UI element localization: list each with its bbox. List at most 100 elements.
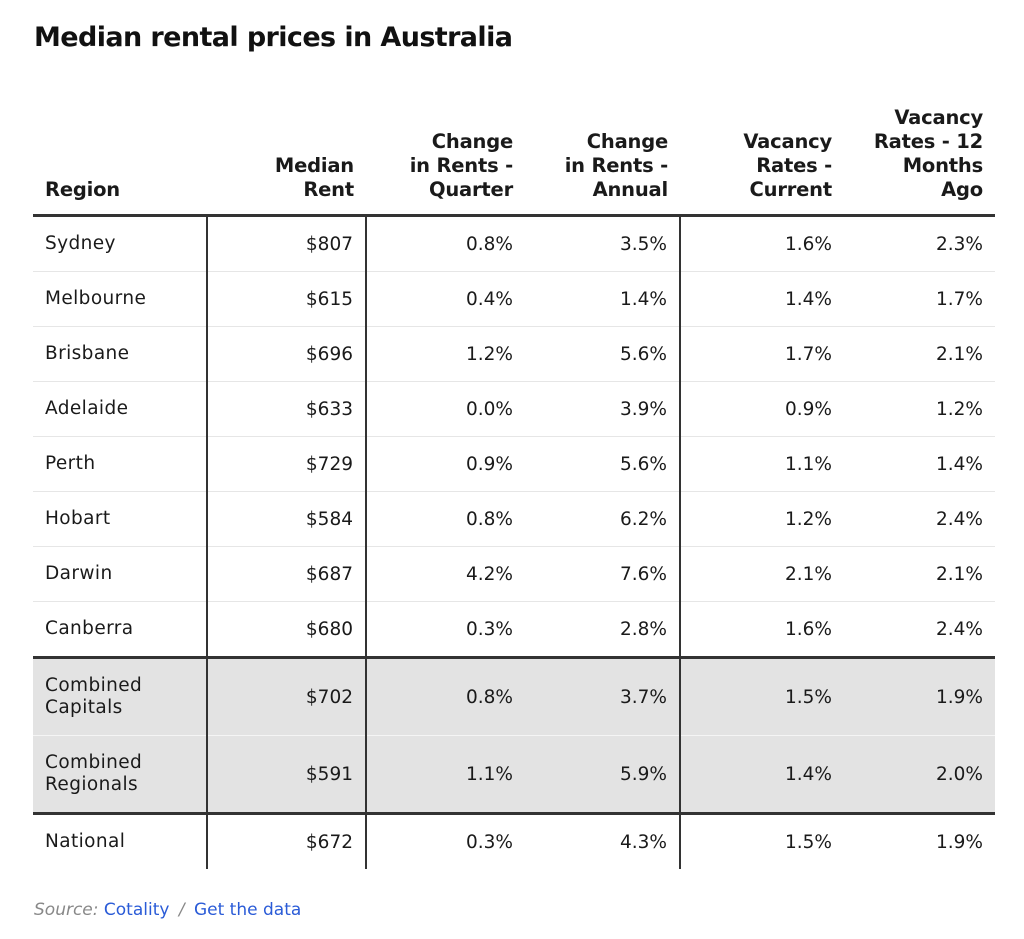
source-link[interactable]: Cotality xyxy=(103,900,170,920)
cell-change-quarter: 4.2% xyxy=(365,546,525,602)
region-name-line: Canberra xyxy=(45,618,134,639)
column-header-vacancy-current: Vacancy Rates - Current xyxy=(680,102,844,216)
cell-vacancy-12m: 2.3% xyxy=(844,215,995,272)
cell-vacancy-current: 0.9% xyxy=(679,381,844,437)
column-header-line: Annual xyxy=(592,178,669,201)
cell-median-rent: $807 xyxy=(206,215,366,272)
cell-vacancy-current: 1.2% xyxy=(679,491,844,547)
cell-vacancy-12m: 1.9% xyxy=(936,831,983,853)
cell-change-annual: 6.2% xyxy=(525,491,680,547)
cell-region: Combined Capitals xyxy=(33,656,207,736)
cell-median-rent: $584 xyxy=(206,491,366,547)
cell-vacancy-12m: 1.4% xyxy=(844,436,995,492)
cell-median-rent: $702 xyxy=(206,656,366,736)
cell-region: Darwin xyxy=(33,546,207,602)
cell-vacancy-12m: 2.1% xyxy=(844,546,995,602)
region-name-line: Brisbane xyxy=(45,343,130,364)
region-name-line: Regionals xyxy=(45,774,139,795)
column-header-line: Current xyxy=(749,178,833,201)
table-row: Perth $729 0.9% 5.6% 1.1% 1.4% xyxy=(33,436,995,492)
source-label: Source: xyxy=(34,900,99,920)
cell-median-rent: $672 xyxy=(206,813,366,869)
cell-region: Hobart xyxy=(33,491,207,547)
column-header-line: Quarter xyxy=(429,178,513,201)
cell-change-quarter: 0.9% xyxy=(365,436,525,492)
cell-vacancy-current: 1.4% xyxy=(679,271,844,327)
table-row: Combined Capitals $702 0.8% 3.7% 1.5% 1.9% xyxy=(33,656,995,736)
cell-vacancy-12m: 2.4% xyxy=(844,491,995,547)
cell-change-quarter: 1.2% xyxy=(365,326,525,382)
cell-vacancy-current: 1.5% xyxy=(679,656,844,736)
cell-change-annual: 1.4% xyxy=(525,271,680,327)
column-header-line: Vacancy xyxy=(894,106,983,129)
region-name-line: Hobart xyxy=(45,508,111,529)
table-row: Hobart $584 0.8% 6.2% 1.2% 2.4% xyxy=(33,491,995,547)
cell-median-rent: $591 xyxy=(206,735,366,815)
cell-change-quarter: 0.4% xyxy=(365,271,525,327)
column-header-change-annual: Change in Rents - Annual xyxy=(525,102,680,216)
column-header-line: Ago xyxy=(941,178,983,201)
cell-vacancy-12m: 1.7% xyxy=(844,271,995,327)
region-name-line: Darwin xyxy=(45,563,113,584)
cell-vacancy-12m: 2.4% xyxy=(844,601,995,658)
cell-median-rent: $687 xyxy=(206,546,366,602)
cell-vacancy-current: 1.4% xyxy=(679,735,844,815)
cell-change-quarter: 0.8% xyxy=(365,656,525,736)
cell-vacancy-current: 1.7% xyxy=(679,326,844,382)
cell-median-rent: $680 xyxy=(206,601,366,658)
cell-vacancy-current: 1.6% xyxy=(679,215,844,272)
cell-change-annual: 5.6% xyxy=(525,436,680,492)
region-name-line: Melbourne xyxy=(45,288,147,309)
cell-region: Combined Regionals xyxy=(33,735,207,815)
table-row: Melbourne $615 0.4% 1.4% 1.4% 1.7% xyxy=(33,271,995,327)
cell-median-rent: $696 xyxy=(206,326,366,382)
cell-region: Sydney xyxy=(33,215,207,272)
cell-change-annual: 3.7% xyxy=(525,656,680,736)
cell-change-quarter: 0.8% xyxy=(365,491,525,547)
column-header-line: Rent xyxy=(303,178,354,201)
cell-change-quarter: 0.0% xyxy=(365,381,525,437)
cell-median-rent: $729 xyxy=(206,436,366,492)
region-name-line: Sydney xyxy=(45,233,116,254)
region-name-line: Adelaide xyxy=(45,398,129,419)
cell-vacancy-12m: 1.2% xyxy=(844,381,995,437)
cell-change-annual: 3.5% xyxy=(525,215,680,272)
table-row: Combined Regionals $591 1.1% 5.9% 1.4% 2.0% xyxy=(33,735,995,815)
table-row: Adelaide $633 0.0% 3.9% 0.9% 1.2% xyxy=(33,381,995,437)
table-row: Canberra $680 0.3% 2.8% 1.6% 2.4% xyxy=(33,601,995,658)
cell-vacancy-current: 1.5% xyxy=(679,813,844,869)
region-name-line: Perth xyxy=(45,453,96,474)
column-header-vacancy-12m: Vacancy Rates - 12 Months Ago xyxy=(844,102,995,216)
column-header-change-quarter: Change in Rents - Quarter xyxy=(366,102,525,216)
cell-change-quarter: 0.3% xyxy=(365,601,525,658)
cell-vacancy-current: 2.1% xyxy=(679,546,844,602)
column-header-line: Median xyxy=(274,154,354,177)
column-header-line: Change xyxy=(431,130,513,153)
chart-title: Median rental prices in Australia xyxy=(34,22,513,53)
cell-vacancy-current: 1.6% xyxy=(679,601,844,658)
table-row: Brisbane $696 1.2% 5.6% 1.7% 2.1% xyxy=(33,326,995,382)
source-separator: / xyxy=(178,900,185,920)
table-row: National $672 0.3% 4.3% 1.5% 1.9% xyxy=(33,813,995,869)
cell-vacancy-12m: 2.0% xyxy=(844,735,995,815)
cell-change-annual: 5.6% xyxy=(525,326,680,382)
cell-median-rent: $633 xyxy=(206,381,366,437)
cell-change-quarter: 0.8% xyxy=(365,215,525,272)
cell-region: Perth xyxy=(33,436,207,492)
cell-region: Canberra xyxy=(33,601,207,658)
table-body: Sydney $807 0.8% 3.5% 1.6% 2.3% Melbourne $615 0… xyxy=(33,215,995,869)
get-data-link[interactable]: Get the data xyxy=(193,900,302,920)
column-header-line: Rates - 12 xyxy=(873,130,983,153)
table-row: Darwin $687 4.2% 7.6% 2.1% 2.1% xyxy=(33,546,995,602)
source-line: Source: Cotality / Get the data xyxy=(34,900,301,920)
column-header-line: Vacancy xyxy=(743,130,832,153)
cell-change-annual: 3.9% xyxy=(525,381,680,437)
region-name-line: Combined xyxy=(45,675,143,696)
cell-change-quarter: 0.3% xyxy=(365,813,525,869)
cell-change-annual: 2.8% xyxy=(525,601,680,658)
cell-change-annual: 5.9% xyxy=(525,735,680,815)
column-header-line: Region xyxy=(45,178,120,201)
cell-vacancy-12m: 2.1% xyxy=(844,326,995,382)
cell-change-annual: 4.3% xyxy=(620,831,667,853)
cell-region: Adelaide xyxy=(33,381,207,437)
